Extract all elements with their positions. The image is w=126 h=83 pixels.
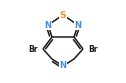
Text: N: N <box>59 62 67 70</box>
Text: N: N <box>44 21 52 29</box>
Text: Br: Br <box>28 44 38 54</box>
Text: Br: Br <box>88 44 98 54</box>
Text: S: S <box>60 11 66 20</box>
Text: N: N <box>74 21 82 29</box>
